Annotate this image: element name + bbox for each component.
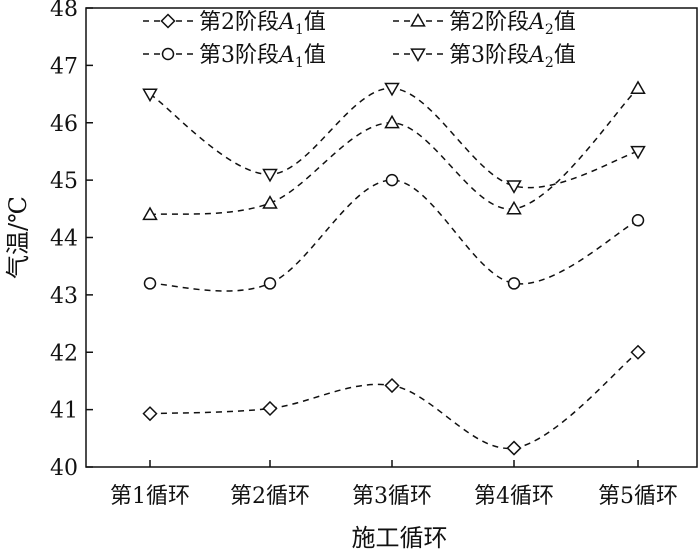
series-4 xyxy=(142,82,646,194)
x-tick-label: 第3循环 xyxy=(352,484,432,509)
data-point-diamond xyxy=(384,377,400,394)
legend-item: 第2阶段A1值 xyxy=(143,10,326,38)
data-point-triangle-up xyxy=(630,80,646,94)
legend-marker-circle xyxy=(161,47,175,61)
data-point-diamond xyxy=(506,440,522,456)
x-axis-title: 施工循环 xyxy=(352,524,448,552)
legend-marker-triangle-down xyxy=(410,48,426,63)
y-tick-label: 42 xyxy=(50,341,78,366)
y-tick-label: 43 xyxy=(50,284,78,309)
x-tick-label: 第2循环 xyxy=(230,484,310,509)
y-tick-label: 40 xyxy=(50,456,78,481)
series-3 xyxy=(143,173,645,292)
legend-label: 第3阶段A2值 xyxy=(449,43,576,71)
data-point-diamond xyxy=(630,344,646,360)
data-point-circle xyxy=(143,277,157,290)
data-point-circle xyxy=(385,173,399,187)
data-point-circle xyxy=(631,214,645,227)
legend-marker-triangle-up xyxy=(410,12,426,27)
y-axis: 40 41 42 43 44 45 46 47 48 xyxy=(50,0,93,481)
data-point-triangle-down xyxy=(384,82,400,97)
y-tick-label: 48 xyxy=(50,0,78,22)
data-point-circle xyxy=(507,277,521,290)
y-tick-label: 47 xyxy=(50,54,78,79)
x-axis: 第1循环 第2循环 第3循环 第4循环 第5循环 xyxy=(110,460,678,509)
series-2 xyxy=(142,80,646,221)
legend-item: 第2阶段A2值 xyxy=(393,10,576,38)
data-point-triangle-up xyxy=(384,114,400,129)
legend-label: 第3阶段A1值 xyxy=(199,43,326,71)
x-tick-label: 第5循环 xyxy=(598,484,678,509)
data-point-triangle-down xyxy=(506,180,522,194)
legend-label: 第2阶段A1值 xyxy=(199,10,326,38)
legend-marker-diamond xyxy=(160,13,176,29)
plot-frame xyxy=(85,7,698,468)
series-line xyxy=(149,179,639,292)
legend-label: 第2阶段A2值 xyxy=(449,10,576,38)
data-point-triangle-down xyxy=(262,168,278,183)
x-tick-label: 第4循环 xyxy=(474,484,554,509)
data-point-triangle-up xyxy=(142,206,158,221)
data-point-triangle-down xyxy=(630,145,646,160)
legend-item: 第3阶段A2值 xyxy=(393,43,576,71)
y-tick-label: 44 xyxy=(50,227,78,252)
data-point-circle xyxy=(263,277,277,290)
y-tick-label: 46 xyxy=(50,112,78,137)
data-point-diamond xyxy=(262,400,278,417)
x-tick-label: 第1循环 xyxy=(110,484,190,509)
data-point-diamond xyxy=(142,406,158,422)
y-tick-label: 45 xyxy=(50,169,78,194)
series-1 xyxy=(142,344,646,456)
data-point-triangle-up xyxy=(506,200,522,215)
series-line xyxy=(149,87,639,189)
legend-item: 第3阶段A1值 xyxy=(143,43,326,71)
data-point-triangle-down xyxy=(142,88,158,103)
y-axis-title: 气温/℃ xyxy=(4,196,32,279)
data-point-triangle-up xyxy=(262,195,278,209)
plot-border xyxy=(85,7,698,468)
y-tick-label: 41 xyxy=(50,399,78,424)
series-layer xyxy=(142,80,646,456)
series-line xyxy=(149,87,639,216)
series-line xyxy=(149,351,639,449)
